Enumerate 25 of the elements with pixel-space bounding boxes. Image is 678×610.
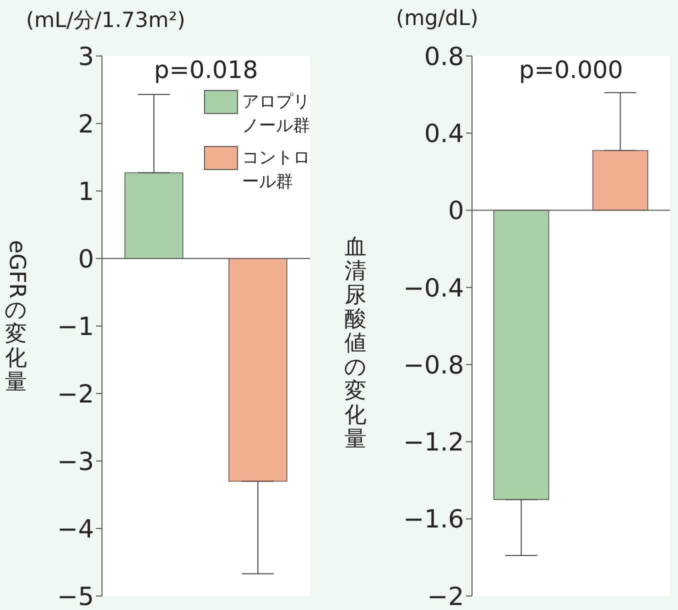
annotation: p=0.018 [152, 56, 260, 84]
legend-label: アロプリノール群 [242, 91, 311, 138]
y-tick-label: 0 [78, 244, 94, 274]
y-tick-label: −2 [57, 379, 94, 408]
text: (mL/分/1.73m²) [26, 7, 186, 34]
y-tick-label: −2 [427, 582, 464, 610]
y-tick-label: 2 [78, 109, 94, 138]
legend-label: コントロール群 [242, 147, 311, 194]
y-tick-label: −5 [57, 582, 94, 610]
y-tick-label: −4 [57, 514, 94, 544]
text: (mg/dL) [396, 6, 478, 30]
y-tick-label: 0.8 [424, 42, 464, 71]
y-tick-label: −1.2 [403, 428, 464, 457]
y-tick-label: −3 [57, 446, 94, 476]
y-tick-label: 3 [78, 42, 94, 71]
y-tick-label: −1.6 [403, 504, 464, 534]
y-tick-label: −1 [57, 312, 94, 341]
y-tick-label: −0.4 [403, 273, 464, 302]
annotation: p=0.000 [518, 56, 624, 84]
y-tick-label: 1 [78, 176, 94, 206]
y-tick-label: 0.4 [424, 119, 464, 148]
y-tick-label: 0 [448, 196, 464, 226]
text: 血清尿酸値の変化量 [344, 235, 367, 452]
y-tick-label: −0.8 [403, 350, 464, 380]
y-axis-title: eGFRの変化量 [4, 240, 29, 395]
